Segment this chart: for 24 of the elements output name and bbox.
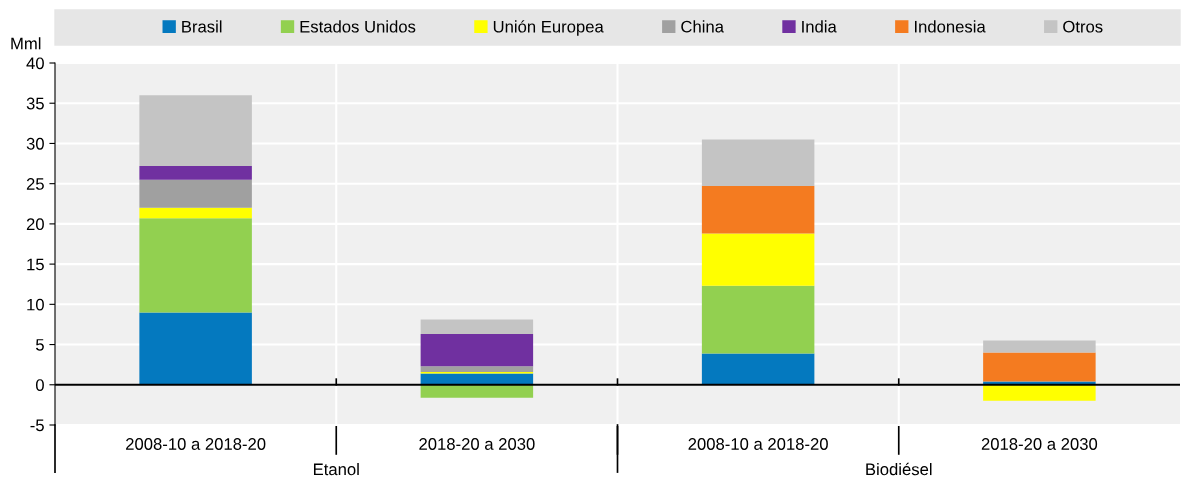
x-tick-label: 2018-20 a 2030 — [419, 438, 535, 450]
y-tick-label: 40 — [26, 57, 44, 70]
x-tick-label: 2008-10 a 2018-20 — [126, 438, 266, 450]
legend-label: Unión Europea — [493, 20, 604, 36]
legend-label: Otros — [1063, 20, 1103, 33]
legend-label: Indonesia — [914, 20, 986, 33]
text: Biodiésel — [866, 462, 932, 476]
y-tick-label: 25 — [26, 178, 44, 190]
y-tick-label: 0 — [35, 379, 44, 391]
y-tick-label: 5 — [35, 339, 44, 351]
legend-label: Estados Unidos — [300, 20, 416, 33]
y-tick-label: -5 — [30, 419, 44, 432]
y-axis-title: Mml — [11, 37, 41, 50]
x-tick-label: 2008-10 a 2018-20 — [688, 438, 828, 450]
text: Etanol — [313, 463, 359, 476]
legend-label: China — [681, 20, 724, 33]
y-tick-label: 10 — [27, 298, 44, 311]
y-tick-label: 35 — [26, 97, 44, 110]
legend-label: Brasil — [182, 20, 222, 33]
y-tick-label: 20 — [26, 218, 44, 231]
y-tick-label: 30 — [26, 137, 44, 150]
y-tick-label: 15 — [27, 258, 44, 271]
x-tick-label: 2018-20 a 2030 — [981, 438, 1098, 450]
legend-label: India — [802, 20, 837, 33]
